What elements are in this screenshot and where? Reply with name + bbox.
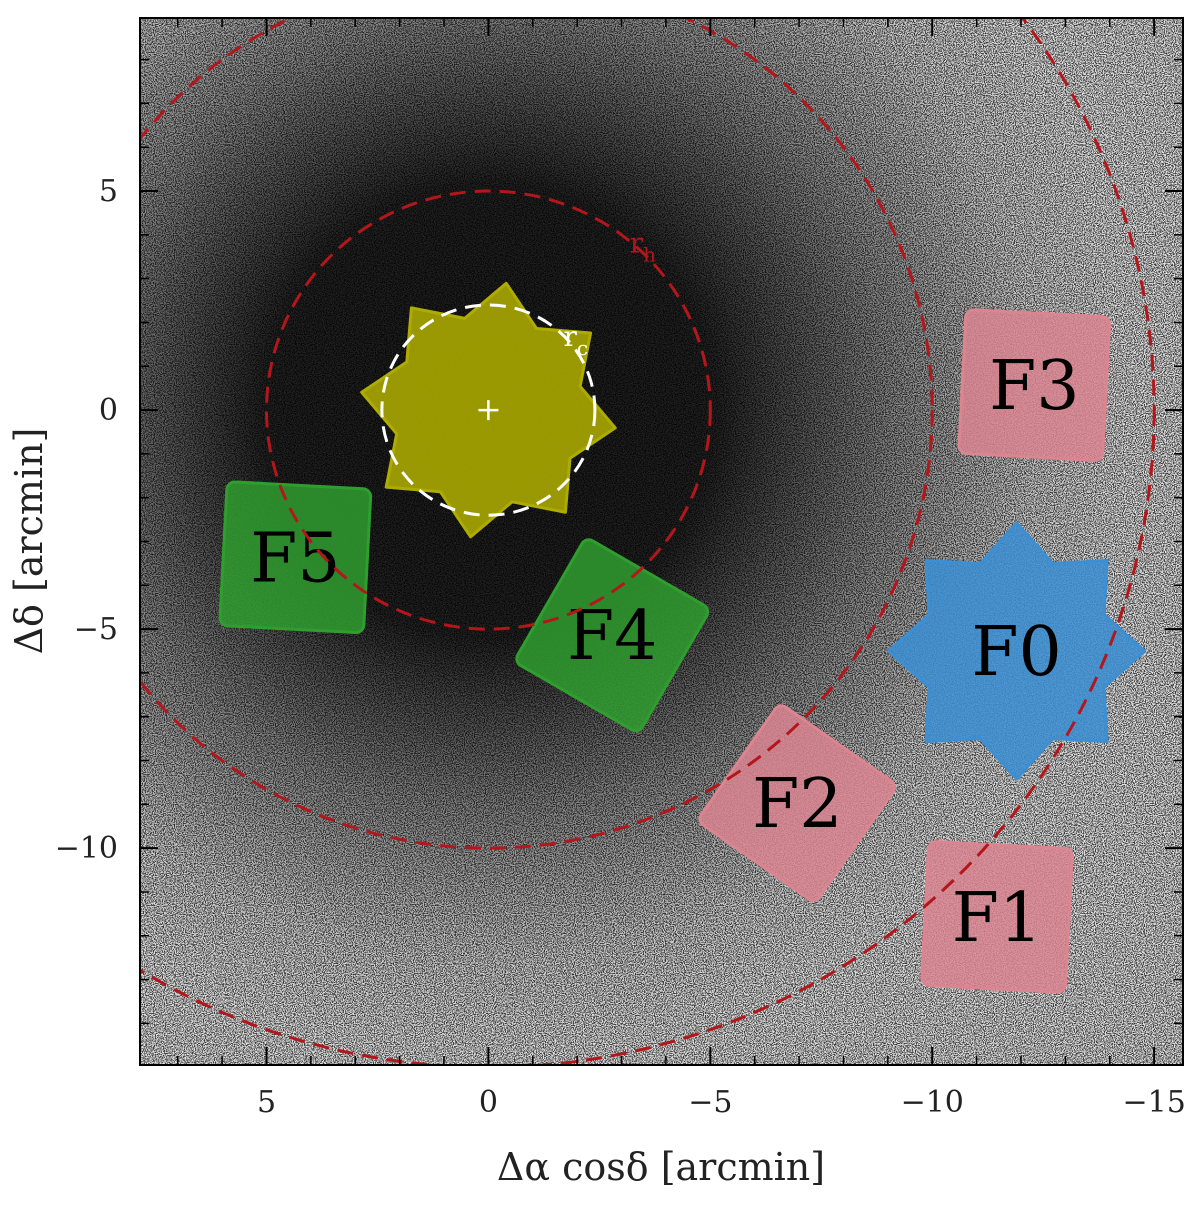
field-square [515,538,710,733]
x-tick-label: 5 [257,1085,276,1120]
field-label: F0 [971,613,1061,692]
radius-circle [140,18,934,850]
x-tick-label: −5 [688,1085,732,1120]
x-axis-label: Δα cosδ [arcmin] [497,1145,825,1189]
y-axis-label: Δδ [arcmin] [7,428,51,655]
field-label: F1 [952,879,1042,958]
radius-circle [264,189,712,631]
radius-label-subscript: h [643,243,656,267]
field-label: F2 [752,765,842,844]
radius-label: rh [630,227,656,267]
center-marker [478,400,499,421]
y-tick-label: 5 [99,174,118,209]
x-tick-label: 0 [479,1085,498,1120]
y-tick-label: −10 [55,831,118,866]
field-square [957,308,1112,462]
radius-label-symbol: r [564,320,578,353]
field-label: F4 [567,597,657,676]
x-tick-label: −15 [1122,1085,1185,1120]
y-tick-label: −5 [74,612,118,647]
field-square [698,704,896,902]
x-tick-label: −10 [901,1085,964,1120]
radius-label: rc [564,320,589,360]
radius-circle [140,18,1156,1065]
radius-circle [380,303,597,517]
field-square [920,840,1074,994]
field-label: F3 [989,347,1079,426]
radius-label-subscript: c [577,336,588,360]
radius-label-symbol: r [630,227,644,260]
y-tick-label: 0 [99,393,118,428]
field-star [887,521,1147,781]
field-square [218,480,373,635]
